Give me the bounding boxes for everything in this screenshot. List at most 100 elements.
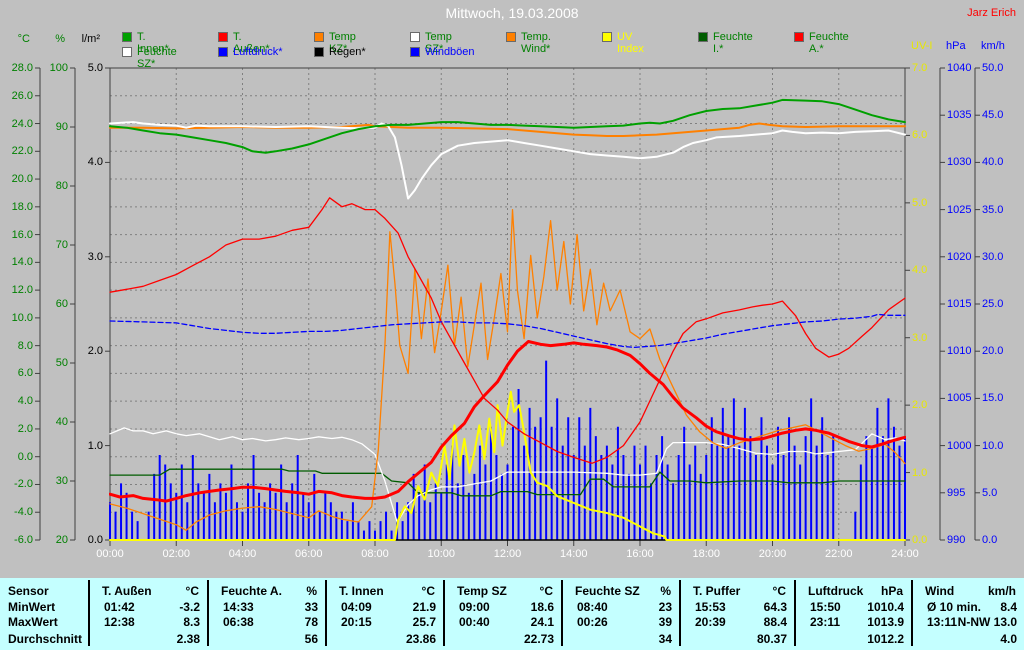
table-divider (325, 580, 327, 646)
table-cell-avg-value: 80.37 (756, 632, 787, 646)
series-temp_wind (109, 208, 906, 531)
table-col-name: T. Innen (339, 584, 384, 598)
legend-label-regen: Regen* (329, 46, 366, 58)
summary-table (0, 578, 1024, 650)
x-tick-label: 00:00 (96, 548, 124, 560)
tick-label-hpa: 990 (947, 534, 966, 546)
legend-label-temp-kz: Temp KZ* (329, 31, 356, 55)
x-tick-label: 04:00 (228, 548, 257, 560)
series-feuchte_i (109, 468, 906, 497)
table-cell-max-time: 00:40 (459, 615, 490, 629)
x-tick-label: 02:00 (162, 548, 191, 560)
tick-label-kmh: 20.0 (982, 345, 1004, 358)
table-cell-avg-value: 22.73 (523, 632, 554, 646)
table-cell-max-value: 25.7 (412, 615, 436, 629)
x-tick-label: 08:00 (361, 548, 389, 560)
legend-swatch-uv-index (602, 32, 612, 42)
tick-label-temp_c: 10.0 (11, 311, 33, 324)
tick-label-hpa: 1035 (947, 109, 972, 122)
table-cell-min-value: 23 (658, 600, 672, 614)
tick-label-hpa: 1030 (947, 156, 972, 169)
legend-swatch-feuchte-i (698, 32, 708, 42)
author-label: Jarz Erich (967, 7, 1016, 19)
tick-label-temp_c: 22.0 (11, 145, 33, 158)
tick-label-uv: 5.0 (912, 196, 928, 209)
tick-label-hpa: 1020 (947, 250, 972, 263)
table-cell-avg-value: 23.86 (405, 632, 436, 646)
tick-label-kmh: 10.0 (982, 439, 1004, 452)
table-cell-max-value: N-NW 13.0 (957, 615, 1017, 629)
tick-label-temp_c: 8.0 (17, 339, 33, 352)
tick-label-temp_c: 24.0 (11, 117, 33, 130)
table-cell-max-value: 1013.9 (867, 615, 904, 629)
table-cell-max-value: 88.4 (763, 615, 787, 629)
series-t_innen (109, 98, 906, 154)
tick-label-percent: 80 (55, 180, 68, 192)
x-tick-label: 14:00 (559, 548, 588, 560)
tick-label-temp_c: 0.0 (17, 450, 33, 463)
table-col-name: Feuchte A. (221, 584, 282, 598)
tick-label-hpa: 1010 (947, 345, 972, 358)
table-cell-min-value: 64.3 (763, 600, 787, 614)
legend-swatch-t-innen (122, 32, 132, 42)
tick-label-percent: 100 (49, 62, 68, 74)
tick-label-hpa: 1005 (947, 392, 972, 405)
table-cell-avg-value: 2.38 (176, 632, 200, 646)
table-col-name: Wind (925, 584, 955, 598)
tick-label-temp_c: 14.0 (11, 256, 33, 269)
x-tick-label: 06:00 (294, 548, 323, 560)
tick-label-hpa: 1000 (947, 439, 972, 452)
tick-label-temp_c: 28.0 (11, 62, 33, 74)
tick-label-uv: 0.0 (912, 534, 928, 546)
table-col-unit: °C (421, 584, 435, 598)
tick-label-rain: 0.0 (87, 534, 103, 546)
tick-label-hpa: 1015 (947, 298, 972, 310)
bottom-strip (0, 650, 1024, 653)
table-cell-max-value: 24.1 (530, 615, 554, 629)
tick-label-kmh: 35.0 (982, 203, 1004, 216)
table-row-label: MaxWert (8, 615, 58, 629)
axis-unit-hpa: hPa (946, 40, 966, 52)
legend-label-luftdruck: Luftdruck* (233, 46, 283, 58)
table-col-name: T. Puffer (693, 584, 741, 598)
tick-label-temp_c: 26.0 (11, 89, 33, 102)
tick-label-percent: 90 (55, 121, 68, 133)
axis-unit-temp_c: °C (17, 33, 30, 45)
tick-label-uv: 2.0 (912, 399, 928, 412)
table-divider (443, 580, 445, 646)
tick-label-temp_c: 18.0 (11, 200, 33, 213)
tick-label-temp_c: 2.0 (17, 422, 33, 435)
table-cell-min-time: Ø 10 min. (927, 600, 982, 614)
tick-label-kmh: 0.0 (982, 534, 998, 546)
axis-unit-uv: UV-I (911, 40, 933, 52)
series-windboeen (109, 360, 906, 540)
table-cell-min-time: 04:09 (341, 600, 372, 614)
x-tick-label: 16:00 (626, 548, 654, 560)
table-cell-max-time: 06:38 (223, 615, 254, 629)
legend-label-temp-sz: Temp SZ* (425, 31, 452, 55)
axis-unit-rain: l/m² (81, 33, 100, 45)
series-temp_kz (109, 122, 906, 137)
tick-label-hpa: 995 (947, 486, 966, 499)
legend-swatch-feuchte-a (794, 32, 804, 42)
legend-swatch-temp-kz (314, 32, 324, 42)
table-cell-max-time: 23:11 (810, 615, 841, 629)
tick-label-percent: 20 (55, 534, 68, 546)
table-divider (679, 580, 681, 646)
table-col-unit: °C (772, 584, 786, 598)
x-tick-label: 10:00 (427, 548, 456, 560)
tick-label-hpa: 1025 (947, 203, 972, 216)
tick-label-temp_c: -6.0 (14, 534, 33, 546)
table-cell-min-value: 21.9 (412, 600, 436, 614)
tick-label-uv: 4.0 (912, 264, 928, 277)
series-t_aussen (109, 340, 906, 503)
legend-swatch-t-aussen (218, 32, 228, 42)
table-col-name: Luftdruck (808, 584, 864, 598)
table-cell-min-value: 33 (304, 600, 318, 614)
tick-label-kmh: 25.0 (982, 298, 1004, 310)
legend-swatch-luftdruck (218, 47, 228, 57)
tick-label-temp_c: 4.0 (17, 395, 33, 408)
table-cell-avg-value: 34 (658, 632, 672, 646)
tick-label-percent: 40 (55, 416, 68, 428)
